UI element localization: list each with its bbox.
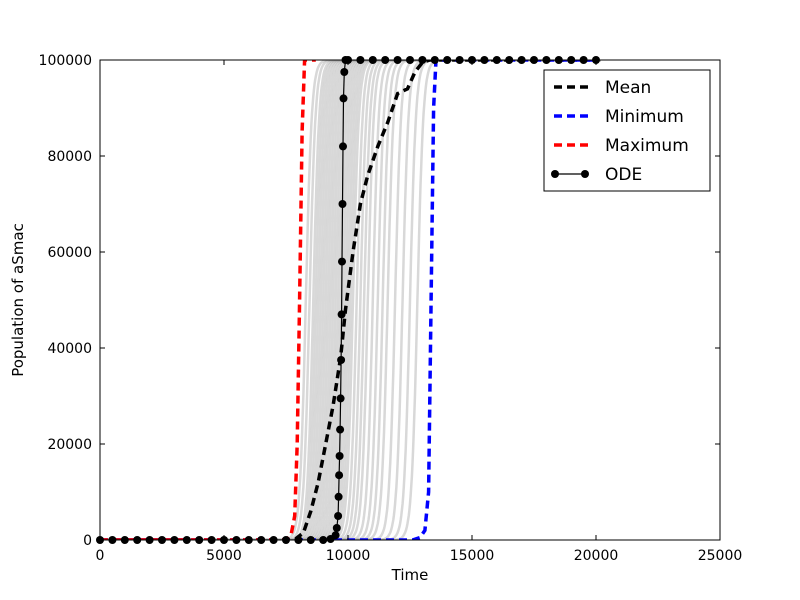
y-tick-label: 60000	[47, 245, 92, 261]
series-line-mean	[100, 60, 596, 540]
legend-swatch-marker	[581, 170, 589, 178]
x-tick-label: 20000	[574, 548, 619, 564]
trajectory-line	[100, 60, 601, 540]
trajectory-lines	[100, 60, 601, 540]
ode-marker	[339, 94, 348, 103]
trajectory-line	[100, 60, 601, 540]
legend-label: Minimum	[605, 107, 684, 127]
ode-marker	[337, 356, 346, 364]
ode-marker	[337, 310, 346, 319]
ode-marker	[331, 531, 340, 540]
legend-entry-maximum: Maximum	[554, 136, 689, 156]
x-tick-label: 25000	[698, 548, 743, 564]
legend-label: Mean	[605, 78, 651, 98]
series-line-minimum	[100, 60, 596, 540]
y-tick-label: 80000	[47, 149, 92, 165]
ode-marker	[340, 68, 349, 76]
legend: Mean Minimum Maximum ODE	[543, 69, 711, 192]
ode-marker	[334, 492, 343, 501]
y-tick-label: 40000	[47, 341, 92, 357]
y-axis-label: Population of aSmac	[9, 223, 27, 377]
ode-marker	[334, 512, 343, 520]
legend-label: ODE	[605, 165, 642, 185]
ode-marker	[339, 142, 347, 151]
trajectory-line	[100, 60, 601, 540]
legend-entry-ode: ODE	[551, 165, 642, 185]
trajectory-line	[100, 60, 601, 540]
x-axis-ticks: 0 5000 10000 15000 20000 25000	[96, 60, 743, 564]
legend-entry-minimum: Minimum	[554, 107, 684, 127]
trajectory-line	[100, 60, 601, 540]
legend-swatch-marker	[551, 170, 559, 178]
ode-marker	[335, 471, 344, 480]
ode-marker	[336, 394, 345, 403]
trajectory-line	[100, 60, 601, 540]
x-tick-label: 5000	[206, 548, 242, 564]
y-axis-ticks: 0 20000 40000 60000 80000 100000	[39, 53, 720, 549]
legend-entry-mean: Mean	[554, 78, 651, 98]
ode-marker	[336, 425, 345, 434]
y-tick-label: 0	[83, 533, 92, 549]
legend-box	[543, 69, 711, 192]
trajectory-line	[100, 60, 601, 540]
y-tick-label: 20000	[47, 437, 92, 453]
ode-marker	[338, 200, 347, 208]
x-tick-label: 0	[96, 548, 105, 564]
x-tick-label: 10000	[326, 548, 371, 564]
ode-marker	[332, 524, 341, 532]
trajectory-line	[100, 60, 601, 540]
ode-marker	[335, 452, 344, 460]
x-tick-label: 15000	[450, 548, 495, 564]
plot-frame	[99, 59, 721, 541]
legend-label: Maximum	[605, 136, 689, 156]
ode-marker	[338, 257, 346, 266]
trajectory-line	[100, 60, 601, 540]
x-axis-label: Time	[391, 566, 429, 584]
trajectory-line	[100, 60, 601, 540]
y-tick-label: 100000	[39, 53, 92, 69]
trajectory-line	[100, 60, 601, 540]
series-line-maximum	[100, 60, 316, 540]
